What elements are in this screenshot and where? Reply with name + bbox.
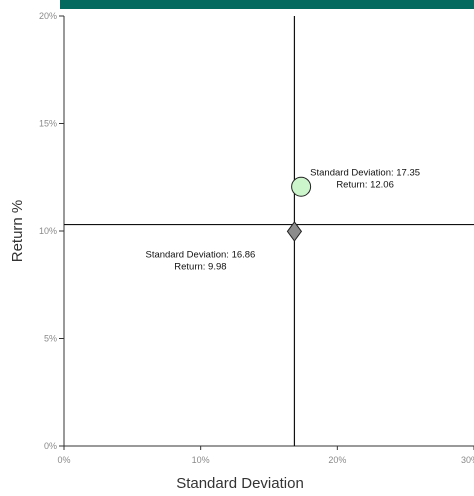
y-ticks: 0% 5% 10% 15% 20% (39, 11, 64, 451)
x-axis-title: Standard Deviation (176, 475, 304, 492)
y-tick-label: 20% (39, 11, 57, 21)
point-label-std-dev: Standard Deviation: 16.86 (145, 249, 255, 260)
y-axis-title: Return % (9, 200, 26, 263)
x-ticks: 0% 10% 20% 30% (57, 446, 474, 465)
x-tick-label: 10% (192, 455, 210, 465)
y-tick-label: 10% (39, 226, 57, 236)
header-bar (60, 0, 474, 9)
data-point-diamond (286, 221, 303, 242)
point-label-return: Return: 9.98 (174, 261, 226, 272)
x-tick-label: 20% (328, 455, 346, 465)
y-tick-label: 5% (44, 334, 57, 344)
y-tick-label: 15% (39, 119, 57, 129)
x-tick-label: 0% (57, 455, 70, 465)
data-point-circle (291, 176, 312, 197)
crosshair (64, 16, 474, 446)
x-tick-label: 30% (461, 455, 474, 465)
point-label-return: Return: 12.06 (336, 180, 394, 191)
axes (63, 16, 474, 447)
point-label-std-dev: Standard Deviation: 17.35 (310, 168, 420, 179)
y-tick-label: 0% (44, 441, 57, 451)
